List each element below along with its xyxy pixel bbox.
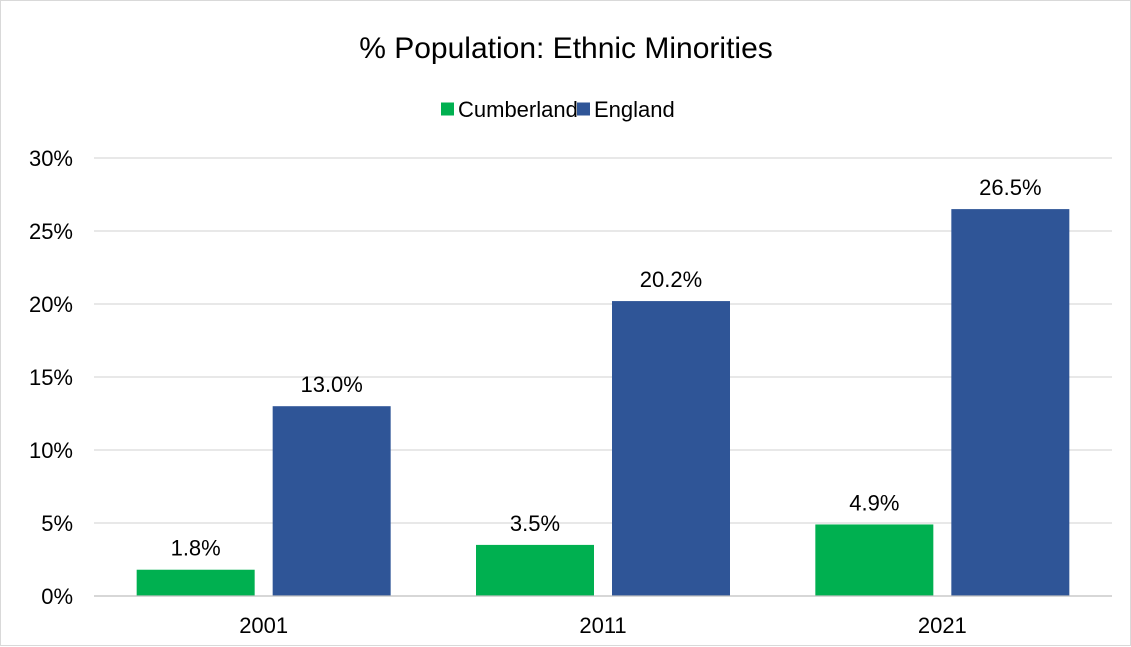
legend-label-england: England: [594, 97, 675, 122]
gridlines: [94, 157, 1112, 524]
bars: [136, 209, 1070, 596]
bar-cumberland-2011: [476, 544, 594, 596]
y-tick-label: 25%: [29, 219, 73, 244]
y-tick-label: 0%: [41, 584, 73, 609]
x-tick-label: 2001: [239, 613, 288, 638]
chart-title: % Population: Ethnic Minorities: [359, 32, 773, 65]
legend-swatch-england: [577, 102, 590, 116]
x-tick-label: 2011: [579, 613, 626, 638]
data-label-cumberland-2011: 3.5%: [510, 511, 560, 536]
bar-england-2011: [612, 301, 730, 596]
bar-england-2021: [951, 209, 1070, 596]
legend-swatch-cumberland: [441, 102, 454, 116]
data-label-cumberland-2021: 4.9%: [849, 490, 899, 515]
x-axis: 2001 2011 2021: [94, 595, 1112, 638]
data-label-england-2001: 13.0%: [300, 372, 362, 397]
bar-cumberland-2001: [136, 569, 255, 596]
data-labels: 1.8% 13.0% 3.5% 20.2% 4.9% 26.5%: [171, 175, 1042, 561]
data-label-england-2011: 20.2%: [640, 267, 702, 292]
bar-england-2001: [272, 406, 391, 596]
data-label-england-2021: 26.5%: [979, 175, 1041, 200]
y-axis: 0% 5% 10% 15% 20% 25% 30%: [29, 146, 73, 609]
y-tick-label: 5%: [41, 511, 73, 536]
y-tick-label: 10%: [29, 438, 73, 463]
y-tick-label: 20%: [29, 292, 73, 317]
legend: Cumberland England: [441, 97, 675, 122]
x-tick-label: 2021: [918, 613, 967, 638]
y-tick-label: 30%: [29, 146, 73, 171]
y-tick-label: 15%: [29, 365, 73, 390]
legend-label-cumberland: Cumberland: [458, 97, 578, 122]
data-label-cumberland-2001: 1.8%: [171, 536, 221, 561]
bar-cumberland-2021: [815, 524, 934, 596]
